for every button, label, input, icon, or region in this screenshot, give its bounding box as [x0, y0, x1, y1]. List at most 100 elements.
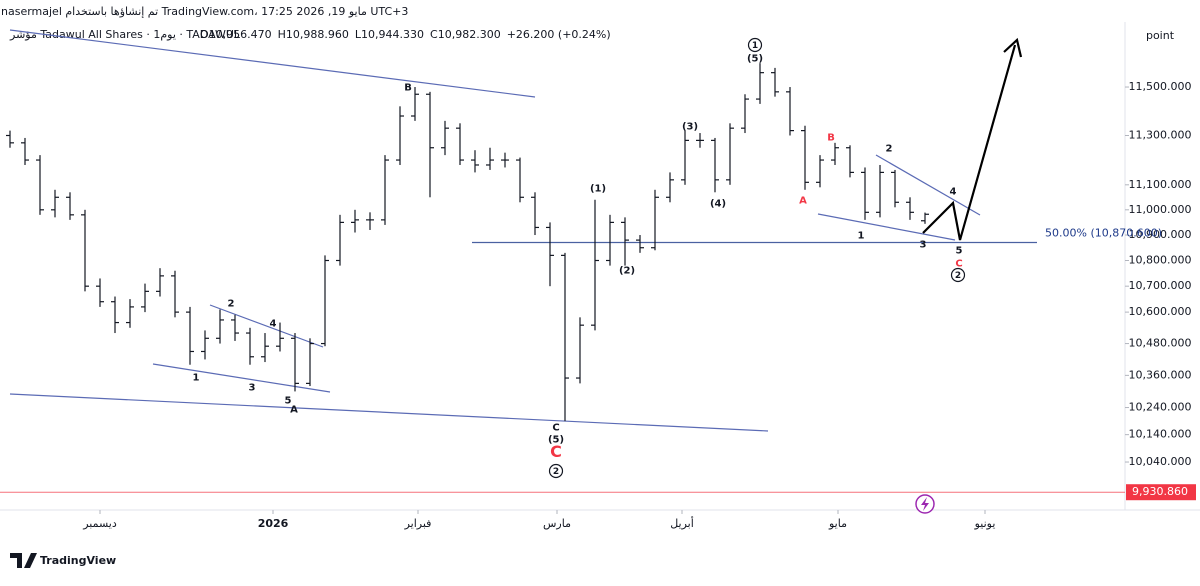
ohlc-bar	[531, 192, 539, 236]
x-tick-label: أبريل	[670, 516, 694, 530]
ohlc-bar	[306, 338, 314, 387]
ohlc-bar	[876, 164, 884, 218]
logo-text: TradingView	[40, 554, 116, 567]
ohlc-bar	[471, 150, 479, 173]
ohlc-bar	[516, 157, 524, 203]
ohlc-bar	[321, 255, 329, 347]
ohlc-bar	[906, 197, 914, 220]
alert-bolt	[921, 497, 929, 511]
wave-label: B	[404, 83, 412, 94]
wave-label: 3	[920, 240, 927, 251]
trend-line	[817, 213, 956, 241]
ohlc-bar	[621, 217, 629, 266]
wave-circle	[950, 267, 966, 283]
ohlc-bar	[726, 123, 734, 185]
x-tick-label: 2026	[258, 517, 289, 530]
ohlc-bar	[351, 209, 359, 233]
y-tick-label: 11,000.000	[1129, 203, 1192, 216]
header: nasermajel تم إنشاؤها باستخدام TradingVi…	[1, 5, 408, 18]
ohlc-bar	[741, 94, 749, 134]
ohlc-bar	[651, 189, 659, 251]
axis-unit: point	[1146, 29, 1175, 42]
ohlc-bar	[831, 142, 839, 165]
ohlc-bar	[921, 212, 929, 224]
wave-circle	[548, 463, 564, 479]
projection-path	[922, 44, 1017, 241]
y-tick-label: 10,700.000	[1129, 279, 1192, 292]
wave-label: 1	[193, 373, 200, 384]
wave-label: (4)	[710, 199, 726, 210]
ohlc-label: L10,944.330	[355, 28, 424, 41]
projection-arrowhead	[1003, 37, 1023, 58]
y-tick-label: 10,360.000	[1129, 368, 1192, 381]
x-tick-label: فبراير	[404, 517, 432, 530]
y-tick-label: 10,900.000	[1129, 228, 1192, 241]
ohlc-bar	[696, 133, 704, 148]
ohlc-bar	[396, 106, 404, 165]
wave-label: 2	[955, 271, 961, 281]
ohlc-bar	[141, 283, 149, 313]
wave-label: 2	[553, 467, 559, 477]
ohlc-bar	[231, 314, 239, 341]
wave-label: 1	[858, 231, 865, 242]
ohlc-bar	[426, 91, 434, 198]
wave-label: A	[799, 196, 807, 207]
ohlc-bar	[81, 209, 89, 292]
wave-label: 4	[950, 187, 957, 198]
ohlc-bar	[291, 333, 299, 392]
y-tick-label: 10,800.000	[1129, 253, 1192, 266]
wave-label: C	[552, 423, 559, 434]
ohlc-bar	[276, 322, 284, 352]
trend-line	[209, 304, 324, 348]
ohlc-bar	[441, 120, 449, 156]
ohlc-bar	[576, 317, 584, 384]
ohlc-bar	[36, 155, 44, 215]
ohlc-bar	[546, 222, 554, 287]
price-label-box	[1126, 484, 1196, 501]
ohlc-bar	[366, 212, 374, 230]
ohlc-label: C10,982.300	[430, 28, 501, 41]
wave-label: 5	[956, 246, 963, 257]
wave-label: C	[955, 259, 962, 270]
wave-label: A	[290, 405, 298, 416]
ohlc-bar	[666, 172, 674, 203]
y-tick-label: 10,240.000	[1129, 401, 1192, 414]
ohlc-bar	[246, 327, 254, 365]
wave-circle	[747, 37, 763, 53]
logo: TradingView	[10, 553, 116, 568]
ohlc-bar	[861, 167, 869, 220]
wave-label: 2	[886, 144, 893, 155]
wave-label: (2)	[619, 266, 635, 277]
y-tick-label: 10,480.000	[1129, 337, 1192, 350]
y-tick-label: 10,140.000	[1129, 428, 1192, 441]
trend-line	[9, 29, 536, 98]
ohlc-bar	[816, 155, 824, 188]
trend-line	[152, 363, 331, 393]
ohlc-bar	[21, 137, 29, 165]
legend: مؤشر Tadawul All Shares · 1يوم · TADAWUL…	[9, 28, 611, 41]
ohlc-bar	[216, 309, 224, 344]
ohlc-bar	[336, 214, 344, 266]
y-tick-label: 10,040.000	[1129, 455, 1192, 468]
x-tick-label: ديسمبر	[82, 517, 117, 530]
x-tick-label: يونيو	[974, 517, 996, 530]
ohlc-bar	[96, 278, 104, 307]
ohlc-bar	[66, 192, 74, 220]
ohlc-bar	[846, 145, 854, 178]
y-tick-label: 11,500.000	[1129, 80, 1192, 93]
ohlc-bar	[501, 152, 509, 168]
y-tick-label: 11,100.000	[1129, 178, 1192, 191]
x-tick-label: مايو	[828, 517, 847, 530]
ohlc-bar	[51, 189, 59, 218]
wave-label: 3	[249, 383, 256, 394]
ohlc-bar	[261, 333, 269, 363]
wave-label: (5)	[747, 54, 763, 65]
ohlc-bar	[156, 268, 164, 297]
wave-label: 2	[228, 299, 235, 310]
ohlc-bar	[186, 306, 194, 365]
wave-label: (5)	[548, 435, 564, 446]
wave-label: C	[550, 442, 562, 461]
ohlc-bar	[381, 155, 389, 225]
ohlc-bar	[201, 330, 209, 360]
